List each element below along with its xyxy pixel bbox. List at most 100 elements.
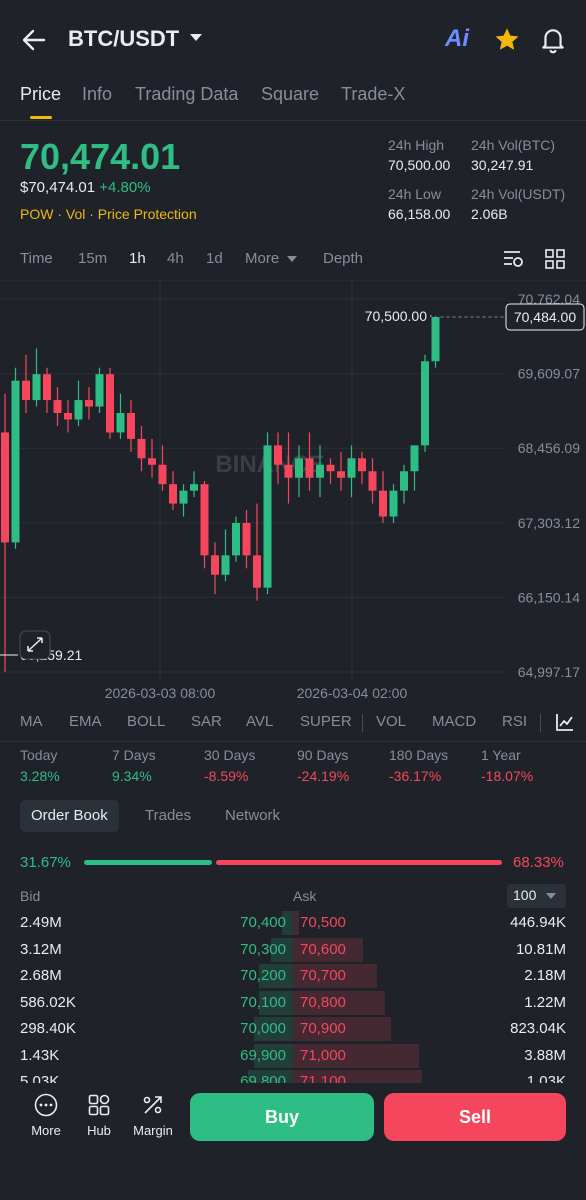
indicator-macd[interactable]: MACD [432, 713, 477, 730]
ask-price: 70,600 [300, 940, 346, 958]
buy-button[interactable]: Buy [190, 1093, 374, 1141]
candle [179, 484, 188, 517]
vol-usdt-label: 24h Vol(USDT) [471, 186, 566, 202]
indicator-boll[interactable]: BOLL [127, 713, 166, 730]
ask-ratio: 68.33% [513, 854, 564, 871]
candle [148, 438, 156, 478]
candle [431, 315, 440, 368]
y-tick-label: 67,303.12 [518, 515, 580, 531]
interval-more[interactable]: More [245, 250, 280, 267]
candle [263, 432, 272, 595]
current-price-box [505, 303, 585, 331]
depth-select[interactable]: 100 [507, 884, 566, 908]
expand-button[interactable] [19, 630, 51, 660]
perf-today-label: Today [20, 747, 58, 763]
tab-square[interactable]: Square [261, 84, 320, 104]
interval-time[interactable]: Time [20, 250, 53, 267]
tab-price[interactable]: Price [20, 84, 62, 104]
order-book-row[interactable]: 298.40K 70,000 70,900 823.04K [0, 1016, 586, 1042]
candle [410, 445, 419, 491]
indicator-settings-icon[interactable] [555, 712, 575, 732]
ask-price: 70,800 [300, 993, 346, 1011]
margin-button[interactable]: Margin [128, 1093, 178, 1138]
ask-ratio-bar [216, 860, 502, 865]
indicator-super[interactable]: SUPER [300, 713, 352, 730]
tab-trading-data[interactable]: Trading Data [135, 84, 239, 104]
low-value: 66,158.00 [388, 206, 451, 222]
market-tags[interactable]: POW · Vol · Price Protection [20, 206, 197, 222]
perf-180d-label: 180 Days [389, 747, 449, 763]
margin-label: Margin [133, 1123, 173, 1138]
interval-1h[interactable]: 1h [129, 250, 146, 267]
indicator-avl[interactable]: AVL [246, 713, 274, 730]
bid-quantity: 2.68M [20, 967, 62, 984]
vol-usdt-value: 2.06B [471, 206, 508, 222]
x-tick-label: 2026-03-03 08:00 [105, 685, 216, 701]
indicator-ema[interactable]: EMA [69, 713, 102, 730]
caret-down-icon[interactable] [190, 34, 202, 41]
pair-selector[interactable]: BTC/USDT [68, 26, 180, 51]
indicator-vol[interactable]: VOL [376, 713, 407, 730]
more-button[interactable]: More [21, 1093, 71, 1138]
interval-depth[interactable]: Depth [323, 250, 364, 267]
candle [358, 451, 366, 485]
interval-15m[interactable]: 15m [78, 250, 108, 267]
chart-settings-icon[interactable] [503, 249, 525, 269]
order-book-row[interactable]: 5.03K 69,800 71,100 1.03K [0, 1069, 586, 1083]
candle [43, 367, 51, 414]
hub-icon [88, 1094, 110, 1116]
x-axis: 2026-03-03 08:00 2026-03-04 02:00 [105, 685, 408, 701]
interval-4h[interactable]: 4h [167, 250, 184, 267]
more-caret-icon[interactable] [287, 256, 297, 262]
order-book-row[interactable]: 3.12M 70,300 70,600 10.81M [0, 937, 586, 963]
candle [1, 393, 9, 672]
tab-trade-x[interactable]: Trade-X [341, 84, 406, 104]
candle [106, 367, 114, 439]
order-book-row[interactable]: 2.49M 70,400 70,500 446.94K [0, 910, 586, 936]
candle [53, 387, 62, 426]
order-book-row[interactable]: 2.68M 70,200 70,700 2.18M [0, 963, 586, 989]
ask-quantity: 2.18M [524, 967, 566, 984]
bid-price: 70,000 [240, 1020, 286, 1037]
bid-depth-bar [248, 1070, 293, 1083]
divider [362, 714, 363, 732]
expand-icon [27, 637, 43, 652]
indicator-ma[interactable]: MA [20, 713, 43, 730]
indicator-sar[interactable]: SAR [191, 713, 222, 730]
low-label: 24h Low [388, 186, 441, 202]
perf-1y-label: 1 Year [481, 747, 521, 763]
ask-depth-bar [293, 990, 385, 1015]
candle [137, 425, 146, 472]
grid-layout-icon[interactable] [545, 249, 565, 269]
bell-icon[interactable] [540, 26, 566, 54]
order-book-row[interactable]: 586.02K 70,100 70,800 1.22M [0, 990, 586, 1016]
ask-quantity: 1.22M [524, 993, 566, 1011]
vol-btc-label: 24h Vol(BTC) [471, 137, 556, 153]
candles-layer [1, 315, 440, 672]
high-marker-label: 70,500.00 [365, 308, 427, 324]
back-arrow-icon[interactable] [20, 26, 48, 54]
sell-button[interactable]: Sell [384, 1093, 566, 1141]
order-book-row[interactable]: 1.43K 69,900 71,000 3.88M [0, 1043, 586, 1069]
tab-info[interactable]: Info [82, 84, 113, 104]
candle [400, 464, 408, 504]
candle [127, 400, 135, 452]
candle [190, 471, 198, 498]
tab-trades[interactable]: Trades [145, 807, 192, 824]
favorite-star-icon[interactable] [493, 26, 521, 54]
candle [85, 387, 93, 420]
candlestick-chart[interactable]: BINANCE 70,762.0469,609.0768,456.0967,30… [0, 280, 586, 710]
last-price: 70,474.01 [20, 136, 181, 177]
y-tick-label: 66,150.14 [518, 589, 580, 605]
interval-1d[interactable]: 1d [206, 250, 223, 267]
y-tick-label: 69,609.07 [518, 366, 580, 382]
y-axis: 70,762.04 69,609.07 68,456.09 67,303.12 66,1… [518, 291, 580, 680]
indicator-rsi[interactable]: RSI [502, 713, 528, 730]
price-change: +4.80% [99, 179, 151, 196]
tab-order-book[interactable]: Order Book [20, 800, 119, 832]
ai-assistant-icon[interactable]: Ai [445, 25, 469, 52]
hub-button[interactable]: Hub [74, 1093, 124, 1138]
ask-depth-bar [293, 1043, 419, 1068]
tab-network[interactable]: Network [225, 807, 281, 824]
